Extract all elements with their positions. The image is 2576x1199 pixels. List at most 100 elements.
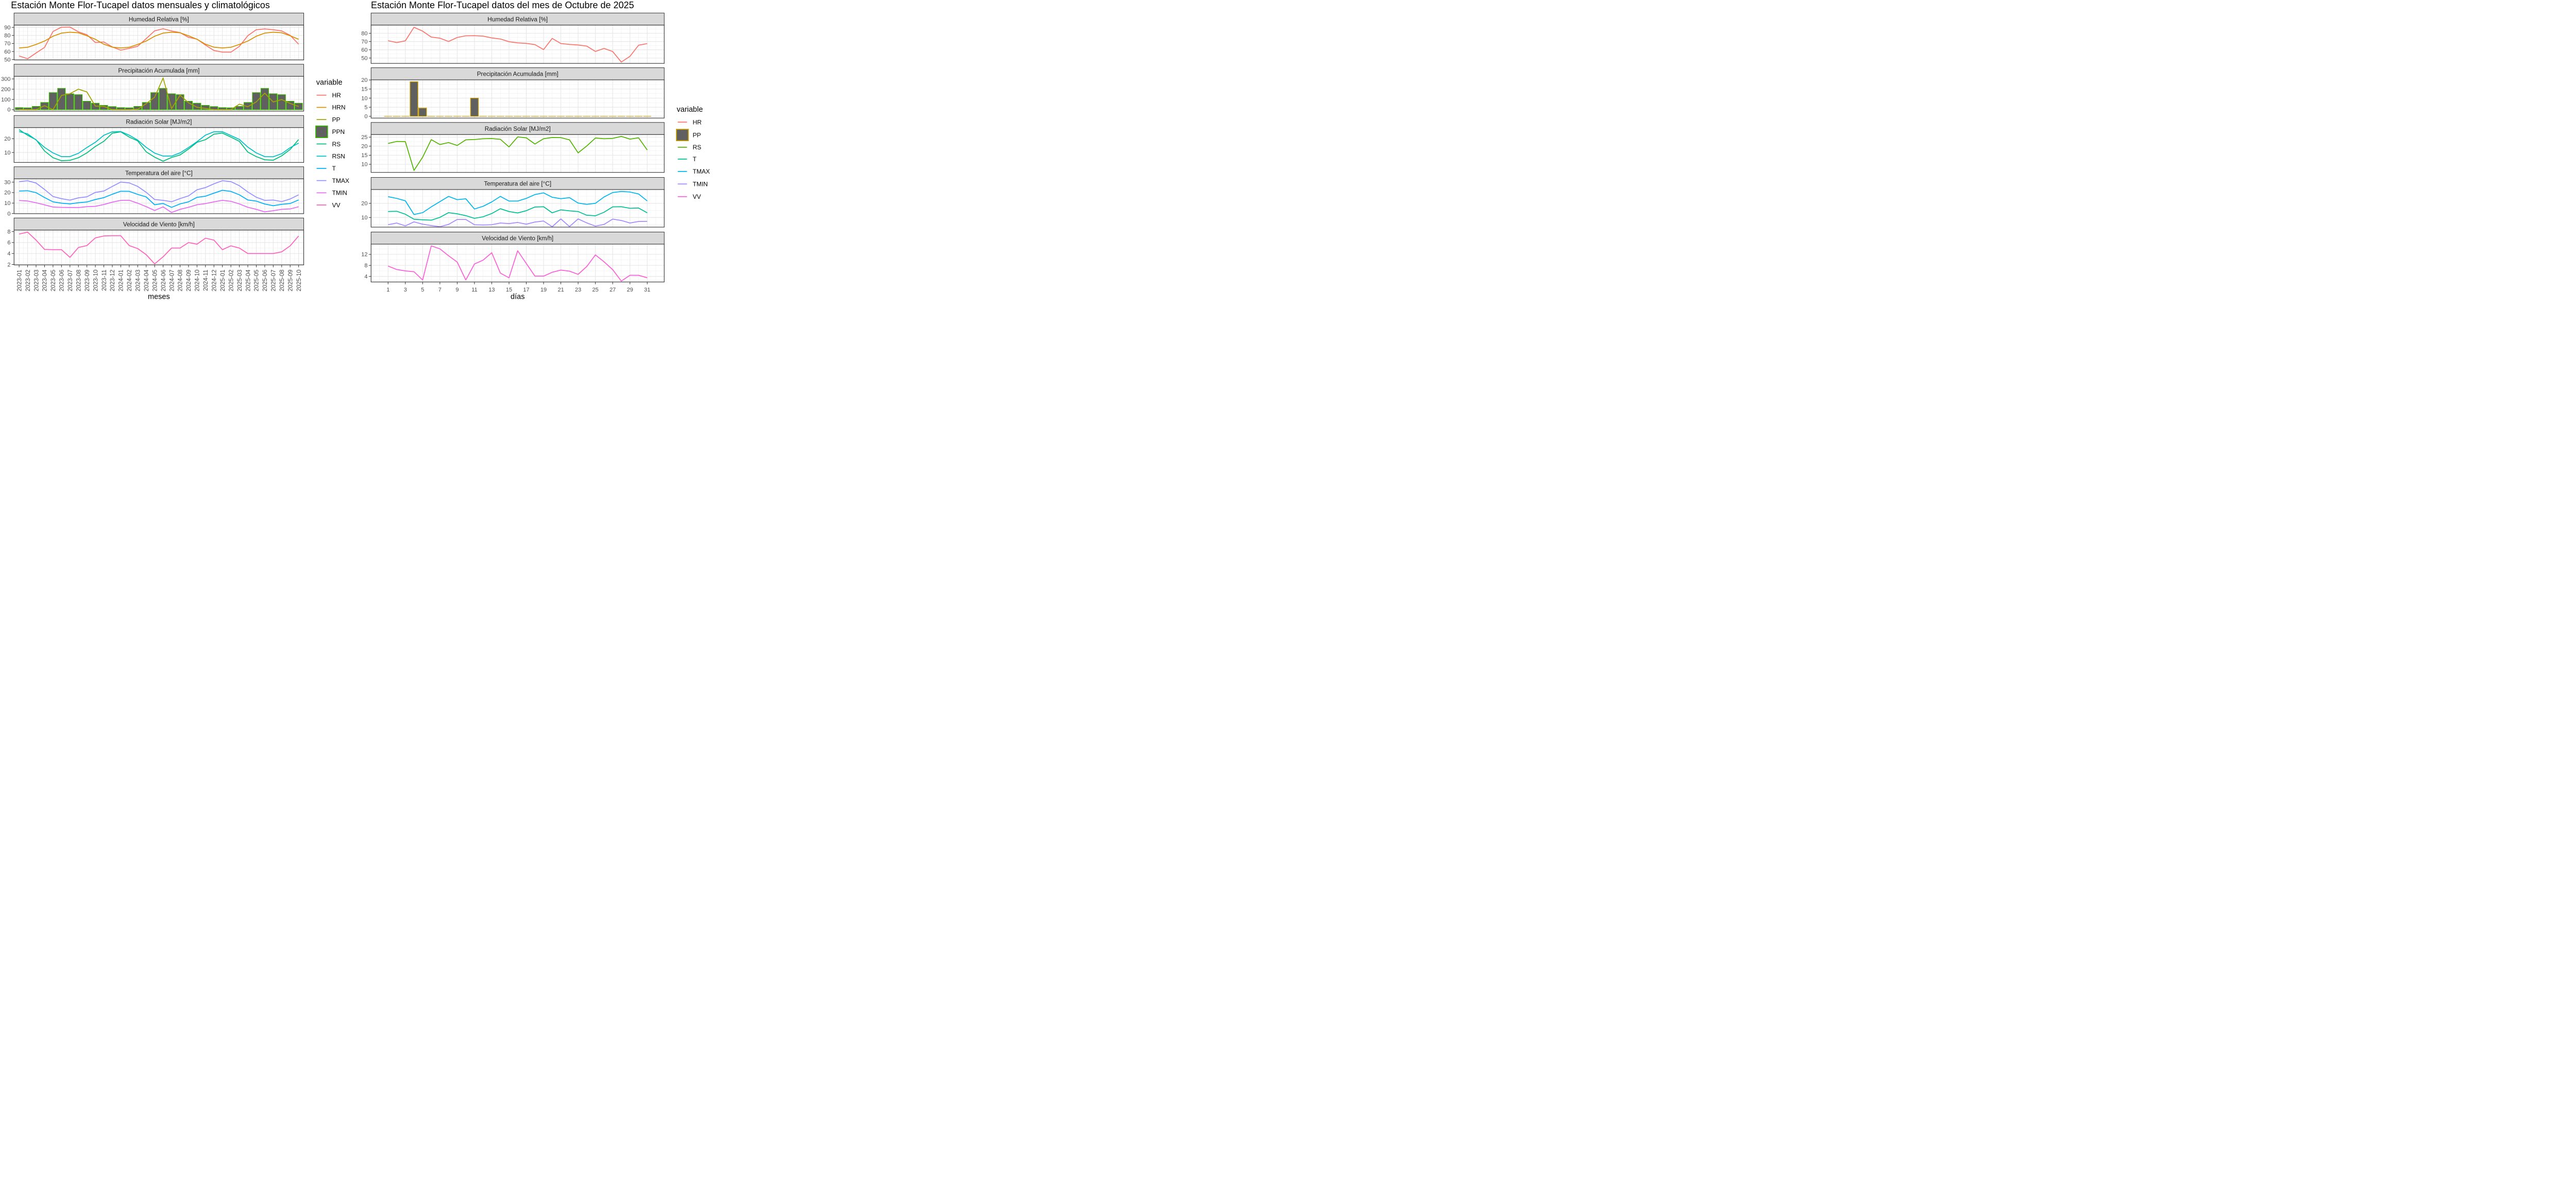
svg-text:2025-09: 2025-09 — [287, 270, 294, 292]
svg-text:29: 29 — [627, 287, 633, 293]
svg-text:2024-02: 2024-02 — [127, 270, 133, 292]
svg-text:50: 50 — [361, 55, 367, 61]
svg-text:TMAX: TMAX — [332, 177, 349, 184]
svg-text:2023-04: 2023-04 — [42, 269, 48, 292]
svg-text:25: 25 — [361, 134, 367, 141]
svg-text:TMAX: TMAX — [693, 168, 710, 175]
svg-text:90: 90 — [4, 25, 10, 31]
svg-text:2024-01: 2024-01 — [118, 270, 125, 292]
svg-text:100: 100 — [1, 97, 10, 103]
svg-text:50: 50 — [4, 57, 10, 63]
svg-text:TMIN: TMIN — [332, 190, 347, 197]
svg-text:10: 10 — [361, 162, 367, 168]
svg-text:5: 5 — [364, 105, 367, 111]
svg-text:60: 60 — [361, 47, 367, 53]
svg-text:17: 17 — [523, 287, 529, 293]
svg-text:2: 2 — [7, 262, 10, 268]
svg-text:5: 5 — [421, 287, 424, 293]
svg-text:15: 15 — [361, 152, 367, 159]
svg-text:2024-04: 2024-04 — [144, 269, 150, 292]
svg-text:variable: variable — [677, 106, 703, 114]
svg-text:200: 200 — [1, 87, 10, 93]
svg-text:10: 10 — [361, 215, 367, 221]
svg-text:30: 30 — [4, 179, 10, 185]
svg-text:2023-01: 2023-01 — [16, 270, 23, 292]
svg-text:2023-03: 2023-03 — [33, 270, 40, 292]
svg-text:Velocidad de Viento [km/h]: Velocidad de Viento [km/h] — [123, 221, 195, 228]
svg-text:2025-06: 2025-06 — [262, 270, 268, 292]
svg-text:2023-10: 2023-10 — [93, 270, 99, 292]
svg-text:2025-04: 2025-04 — [245, 269, 251, 292]
svg-text:300: 300 — [1, 76, 10, 82]
svg-text:2023-05: 2023-05 — [50, 270, 57, 292]
svg-text:2025-01: 2025-01 — [220, 270, 226, 292]
svg-text:9: 9 — [455, 287, 459, 293]
svg-text:20: 20 — [4, 136, 10, 142]
svg-text:2024-03: 2024-03 — [135, 270, 142, 292]
svg-text:2023-07: 2023-07 — [67, 270, 74, 292]
svg-text:RS: RS — [332, 141, 341, 148]
svg-text:2024-06: 2024-06 — [161, 270, 167, 292]
svg-text:2025-02: 2025-02 — [228, 270, 234, 292]
svg-text:20: 20 — [361, 77, 367, 83]
svg-text:Precipitación Acumulada [mm]: Precipitación Acumulada [mm] — [118, 67, 199, 74]
svg-text:10: 10 — [4, 200, 10, 207]
svg-text:2024-05: 2024-05 — [152, 270, 158, 292]
svg-text:T: T — [693, 156, 697, 163]
svg-text:60: 60 — [4, 49, 10, 55]
svg-text:11: 11 — [471, 287, 477, 293]
svg-text:2024-10: 2024-10 — [195, 270, 201, 292]
svg-text:80: 80 — [4, 33, 10, 39]
svg-text:Humedad Relativa [%]: Humedad Relativa [%] — [487, 16, 548, 23]
svg-text:Radiación Solar [MJ/m2]: Radiación Solar [MJ/m2] — [126, 118, 192, 125]
svg-text:2024-08: 2024-08 — [178, 270, 184, 292]
svg-text:31: 31 — [644, 287, 650, 293]
svg-text:2024-09: 2024-09 — [186, 270, 192, 292]
svg-text:25: 25 — [592, 287, 599, 293]
svg-text:HR: HR — [332, 92, 342, 99]
svg-text:T: T — [332, 165, 336, 172]
svg-text:Temperatura del aire [°C]: Temperatura del aire [°C] — [125, 170, 193, 177]
svg-text:VV: VV — [332, 201, 341, 209]
svg-text:21: 21 — [557, 287, 564, 293]
svg-text:Estación Monte Flor-Tucapel da: Estación Monte Flor-Tucapel datos mensua… — [11, 0, 270, 10]
svg-text:2023-09: 2023-09 — [84, 270, 91, 292]
svg-text:0: 0 — [364, 114, 367, 120]
svg-text:meses: meses — [148, 293, 170, 300]
svg-text:Radiación Solar [MJ/m2]: Radiación Solar [MJ/m2] — [485, 126, 551, 132]
svg-text:10: 10 — [4, 150, 10, 156]
svg-text:20: 20 — [361, 201, 367, 207]
svg-text:2023-02: 2023-02 — [25, 270, 31, 292]
svg-text:4: 4 — [7, 251, 10, 257]
svg-text:15: 15 — [361, 87, 367, 93]
svg-text:HR: HR — [693, 118, 702, 126]
svg-text:2024-07: 2024-07 — [169, 270, 175, 292]
svg-text:80: 80 — [361, 30, 367, 37]
svg-text:1: 1 — [386, 287, 389, 293]
svg-text:2025-03: 2025-03 — [237, 270, 243, 292]
svg-text:0: 0 — [7, 211, 10, 217]
svg-text:15: 15 — [506, 287, 512, 293]
svg-text:2025-10: 2025-10 — [296, 270, 302, 292]
svg-text:2024-12: 2024-12 — [212, 270, 218, 292]
svg-text:6: 6 — [7, 240, 10, 246]
svg-text:12: 12 — [361, 252, 367, 258]
svg-text:2025-07: 2025-07 — [271, 270, 277, 292]
svg-text:Velocidad de Viento [km/h]: Velocidad de Viento [km/h] — [482, 235, 553, 242]
svg-text:20: 20 — [361, 144, 367, 150]
svg-text:8: 8 — [364, 263, 367, 269]
svg-text:variable: variable — [316, 79, 343, 87]
svg-text:2023-06: 2023-06 — [59, 270, 65, 292]
svg-text:3: 3 — [404, 287, 407, 293]
svg-text:70: 70 — [4, 41, 10, 47]
svg-text:13: 13 — [488, 287, 495, 293]
svg-text:RS: RS — [693, 144, 702, 151]
svg-text:20: 20 — [4, 190, 10, 196]
svg-text:8: 8 — [7, 229, 10, 235]
svg-text:19: 19 — [540, 287, 547, 293]
svg-text:Temperatura del aire [°C]: Temperatura del aire [°C] — [484, 181, 551, 187]
svg-text:0: 0 — [7, 107, 10, 113]
svg-text:23: 23 — [575, 287, 581, 293]
svg-text:HRN: HRN — [332, 104, 346, 111]
svg-text:2023-08: 2023-08 — [76, 270, 82, 292]
